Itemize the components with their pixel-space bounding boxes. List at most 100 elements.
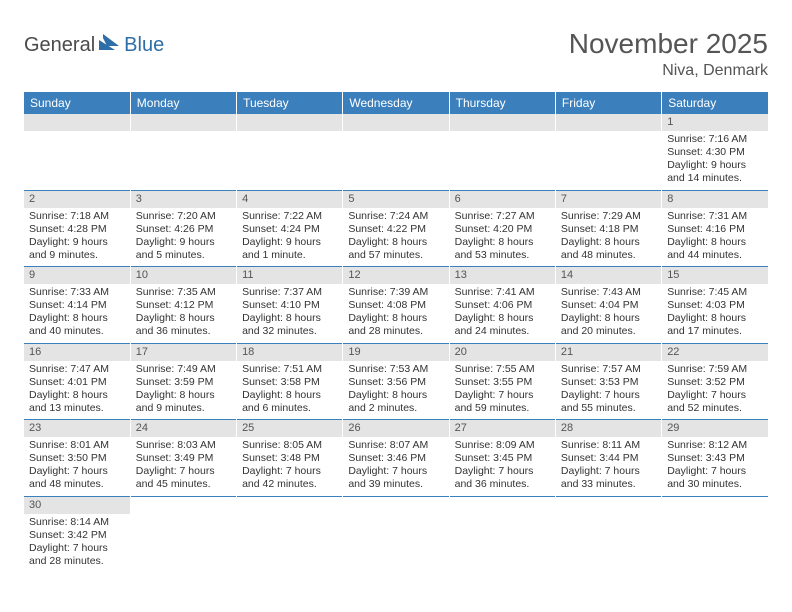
sunset-text: Sunset: 4:20 PM — [455, 223, 550, 236]
calendar-table: SundayMondayTuesdayWednesdayThursdayFrid… — [24, 92, 768, 572]
sunset-text: Sunset: 4:14 PM — [29, 299, 125, 312]
sunset-text: Sunset: 3:45 PM — [455, 452, 550, 465]
sunset-text: Sunset: 3:53 PM — [561, 376, 656, 389]
daylight-text: Daylight: 7 hours and 28 minutes. — [29, 542, 125, 568]
day-number: 6 — [450, 191, 555, 208]
day-details: Sunrise: 8:05 AMSunset: 3:48 PMDaylight:… — [237, 437, 342, 496]
sunrise-text: Sunrise: 7:24 AM — [348, 210, 443, 223]
sunrise-text: Sunrise: 7:55 AM — [455, 363, 550, 376]
calendar-cell: 7Sunrise: 7:29 AMSunset: 4:18 PMDaylight… — [555, 190, 661, 267]
location-label: Niva, Denmark — [569, 62, 768, 80]
day-number: 27 — [450, 420, 555, 437]
day-details: Sunrise: 7:22 AMSunset: 4:24 PMDaylight:… — [237, 208, 342, 267]
title-block: November 2025 Niva, Denmark — [569, 28, 768, 80]
calendar-cell: 15Sunrise: 7:45 AMSunset: 4:03 PMDayligh… — [662, 267, 768, 344]
day-details: Sunrise: 7:53 AMSunset: 3:56 PMDaylight:… — [343, 361, 448, 420]
calendar-cell: 6Sunrise: 7:27 AMSunset: 4:20 PMDaylight… — [449, 190, 555, 267]
sunrise-text: Sunrise: 7:49 AM — [136, 363, 231, 376]
sunset-text: Sunset: 4:24 PM — [242, 223, 337, 236]
sunrise-text: Sunrise: 7:51 AM — [242, 363, 337, 376]
day-details: Sunrise: 8:12 AMSunset: 3:43 PMDaylight:… — [662, 437, 768, 496]
day-number: 7 — [556, 191, 661, 208]
day-details: Sunrise: 7:49 AMSunset: 3:59 PMDaylight:… — [131, 361, 236, 420]
daylight-text: Daylight: 8 hours and 57 minutes. — [348, 236, 443, 262]
daylight-text: Daylight: 8 hours and 28 minutes. — [348, 312, 443, 338]
calendar-header-row: SundayMondayTuesdayWednesdayThursdayFrid… — [24, 92, 768, 114]
day-number: 14 — [556, 267, 661, 284]
logo-text-blue: Blue — [124, 34, 164, 57]
day-number: 21 — [556, 344, 661, 361]
day-details: Sunrise: 8:03 AMSunset: 3:49 PMDaylight:… — [131, 437, 236, 496]
calendar-week-row: 1Sunrise: 7:16 AMSunset: 4:30 PMDaylight… — [24, 114, 768, 190]
day-number: 28 — [556, 420, 661, 437]
calendar-cell: 28Sunrise: 8:11 AMSunset: 3:44 PMDayligh… — [555, 420, 661, 497]
day-details: Sunrise: 7:20 AMSunset: 4:26 PMDaylight:… — [131, 208, 236, 267]
empty-daynum — [450, 114, 555, 131]
sunrise-text: Sunrise: 7:18 AM — [29, 210, 125, 223]
daylight-text: Daylight: 8 hours and 24 minutes. — [455, 312, 550, 338]
sunrise-text: Sunrise: 7:43 AM — [561, 286, 656, 299]
weekday-header: Sunday — [24, 92, 130, 114]
day-details: Sunrise: 8:01 AMSunset: 3:50 PMDaylight:… — [24, 437, 130, 496]
day-number: 11 — [237, 267, 342, 284]
weekday-header: Wednesday — [343, 92, 449, 114]
sunset-text: Sunset: 4:28 PM — [29, 223, 125, 236]
sunset-text: Sunset: 4:10 PM — [242, 299, 337, 312]
calendar-cell: 10Sunrise: 7:35 AMSunset: 4:12 PMDayligh… — [130, 267, 236, 344]
flag-icon — [99, 34, 121, 57]
calendar-cell — [662, 496, 768, 572]
calendar-cell: 24Sunrise: 8:03 AMSunset: 3:49 PMDayligh… — [130, 420, 236, 497]
daylight-text: Daylight: 8 hours and 48 minutes. — [561, 236, 656, 262]
day-details: Sunrise: 7:27 AMSunset: 4:20 PMDaylight:… — [450, 208, 555, 267]
day-number: 3 — [131, 191, 236, 208]
day-number: 13 — [450, 267, 555, 284]
day-number: 16 — [24, 344, 130, 361]
day-details: Sunrise: 7:55 AMSunset: 3:55 PMDaylight:… — [450, 361, 555, 420]
daylight-text: Daylight: 8 hours and 17 minutes. — [667, 312, 763, 338]
calendar-cell — [555, 114, 661, 190]
weekday-header: Friday — [555, 92, 661, 114]
day-details: Sunrise: 7:47 AMSunset: 4:01 PMDaylight:… — [24, 361, 130, 420]
daylight-text: Daylight: 7 hours and 33 minutes. — [561, 465, 656, 491]
weekday-header: Monday — [130, 92, 236, 114]
day-details: Sunrise: 7:24 AMSunset: 4:22 PMDaylight:… — [343, 208, 448, 267]
empty-daynum — [237, 114, 342, 131]
sunset-text: Sunset: 3:48 PM — [242, 452, 337, 465]
day-details: Sunrise: 8:14 AMSunset: 3:42 PMDaylight:… — [24, 514, 130, 573]
daylight-text: Daylight: 7 hours and 45 minutes. — [136, 465, 231, 491]
sunset-text: Sunset: 3:59 PM — [136, 376, 231, 389]
sunrise-text: Sunrise: 7:53 AM — [348, 363, 443, 376]
sunrise-text: Sunrise: 7:39 AM — [348, 286, 443, 299]
calendar-cell: 14Sunrise: 7:43 AMSunset: 4:04 PMDayligh… — [555, 267, 661, 344]
day-details: Sunrise: 8:07 AMSunset: 3:46 PMDaylight:… — [343, 437, 448, 496]
sunrise-text: Sunrise: 7:20 AM — [136, 210, 231, 223]
sunrise-text: Sunrise: 7:27 AM — [455, 210, 550, 223]
day-number: 15 — [662, 267, 768, 284]
calendar-cell — [24, 114, 130, 190]
sunset-text: Sunset: 3:42 PM — [29, 529, 125, 542]
day-number: 2 — [24, 191, 130, 208]
sunrise-text: Sunrise: 8:11 AM — [561, 439, 656, 452]
calendar-cell — [130, 114, 236, 190]
calendar-cell: 27Sunrise: 8:09 AMSunset: 3:45 PMDayligh… — [449, 420, 555, 497]
calendar-cell: 20Sunrise: 7:55 AMSunset: 3:55 PMDayligh… — [449, 343, 555, 420]
day-number: 23 — [24, 420, 130, 437]
calendar-cell: 13Sunrise: 7:41 AMSunset: 4:06 PMDayligh… — [449, 267, 555, 344]
sunrise-text: Sunrise: 7:16 AM — [667, 133, 763, 146]
sunset-text: Sunset: 3:50 PM — [29, 452, 125, 465]
empty-daynum — [343, 114, 448, 131]
daylight-text: Daylight: 8 hours and 13 minutes. — [29, 389, 125, 415]
daylight-text: Daylight: 9 hours and 5 minutes. — [136, 236, 231, 262]
calendar-cell: 4Sunrise: 7:22 AMSunset: 4:24 PMDaylight… — [237, 190, 343, 267]
day-details: Sunrise: 7:51 AMSunset: 3:58 PMDaylight:… — [237, 361, 342, 420]
day-details: Sunrise: 7:29 AMSunset: 4:18 PMDaylight:… — [556, 208, 661, 267]
daylight-text: Daylight: 8 hours and 9 minutes. — [136, 389, 231, 415]
calendar-cell: 25Sunrise: 8:05 AMSunset: 3:48 PMDayligh… — [237, 420, 343, 497]
empty-daynum — [556, 114, 661, 131]
day-number: 9 — [24, 267, 130, 284]
daylight-text: Daylight: 8 hours and 53 minutes. — [455, 236, 550, 262]
day-number: 18 — [237, 344, 342, 361]
sunset-text: Sunset: 3:56 PM — [348, 376, 443, 389]
day-number: 19 — [343, 344, 448, 361]
calendar-cell — [555, 496, 661, 572]
